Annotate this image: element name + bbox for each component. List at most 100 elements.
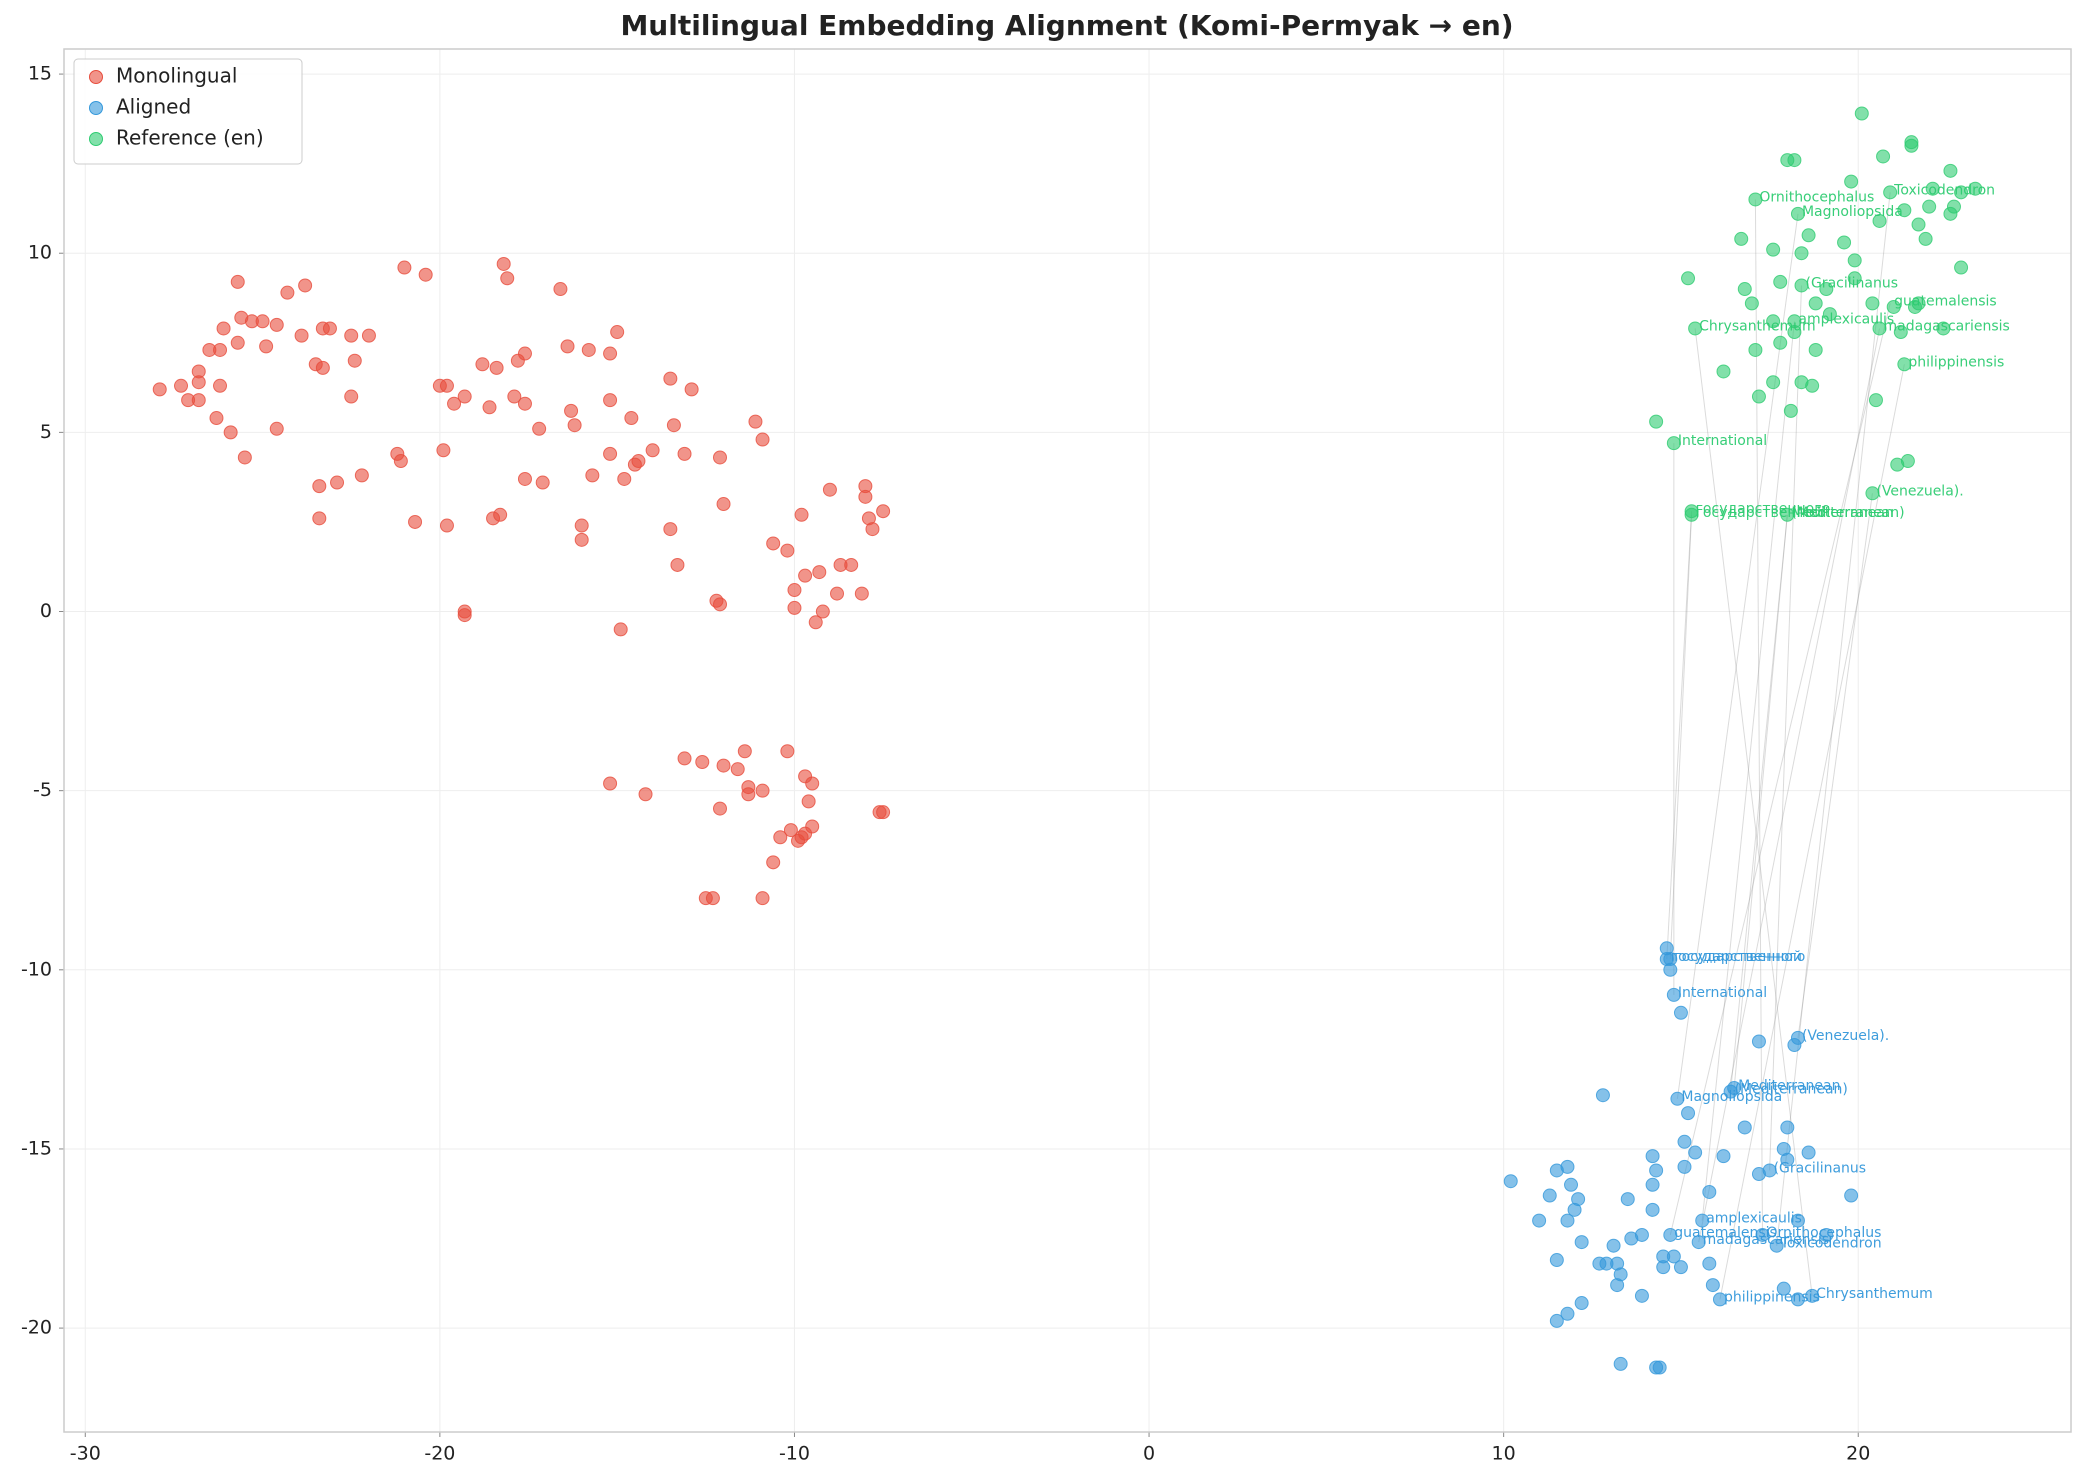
point [1844, 174, 1859, 189]
point [1702, 1256, 1717, 1271]
point [1574, 1296, 1589, 1311]
point [1936, 321, 1951, 336]
legend-box [73, 58, 303, 165]
point [269, 317, 284, 332]
point [361, 328, 376, 343]
annotation: (Mediterranean) [1791, 505, 1904, 521]
point [1790, 1213, 1805, 1228]
point [397, 260, 412, 275]
alignment-link [1797, 493, 1873, 1038]
point [1790, 206, 1805, 221]
point [858, 489, 873, 504]
point [298, 278, 313, 293]
point [666, 418, 681, 433]
point [603, 446, 618, 461]
y-tick-label: -20 [21, 1317, 52, 1339]
point [1645, 1202, 1660, 1217]
point [574, 532, 589, 547]
point [624, 411, 639, 426]
point [1865, 296, 1880, 311]
annotation: (Venezuela). [1876, 483, 1963, 499]
point [1666, 436, 1681, 451]
point [787, 600, 802, 615]
point [347, 353, 362, 368]
point [1943, 163, 1958, 178]
point [1684, 507, 1699, 522]
point [1666, 987, 1681, 1002]
point [1780, 1152, 1795, 1167]
point [1695, 1213, 1710, 1228]
point [1787, 1038, 1802, 1053]
point [670, 557, 685, 572]
point [603, 393, 618, 408]
point [712, 450, 727, 465]
point [1883, 185, 1898, 200]
alignment-link [1719, 364, 1905, 1300]
annotation: Chrysanthemum [1816, 1286, 1933, 1302]
point [617, 471, 632, 486]
point [1549, 1163, 1564, 1178]
point [1925, 181, 1940, 196]
point [1787, 153, 1802, 168]
chart-title: Multilingual Embedding Alignment (Komi-P… [620, 9, 1513, 42]
point [876, 504, 891, 519]
x-tick-label: -30 [70, 1443, 101, 1465]
annotation: International [1678, 433, 1767, 449]
point [844, 557, 859, 572]
y-tick-label: -5 [33, 779, 52, 801]
point [705, 891, 720, 906]
point [1872, 213, 1887, 228]
point [755, 783, 770, 798]
point [174, 378, 189, 393]
point [439, 518, 454, 533]
point [684, 382, 699, 397]
point [830, 586, 845, 601]
point [1847, 271, 1862, 286]
point [418, 267, 433, 282]
annotation: государственной [1674, 949, 1802, 965]
point [1574, 1235, 1589, 1250]
point [1766, 375, 1781, 390]
point [854, 586, 869, 601]
point [475, 357, 490, 372]
point [354, 468, 369, 483]
point [1702, 1184, 1717, 1199]
point [517, 471, 532, 486]
point [1954, 185, 1969, 200]
point [1677, 1159, 1692, 1174]
point [1549, 1253, 1564, 1268]
point [393, 454, 408, 469]
point [1688, 321, 1703, 336]
alignment-link [1754, 199, 1764, 1235]
annotation: Toxicodendron [1893, 182, 1995, 198]
point [1645, 1177, 1660, 1192]
point [755, 891, 770, 906]
point [1780, 1120, 1795, 1135]
annotation: amplexicaulis [1798, 311, 1894, 327]
point [1943, 206, 1958, 221]
annotation: Magnoliopsida [1802, 204, 1903, 220]
point [1773, 335, 1788, 350]
point [213, 378, 228, 393]
point [1723, 1084, 1738, 1099]
legend-marker [89, 132, 103, 146]
point [1954, 260, 1969, 275]
point [783, 823, 798, 838]
point [532, 421, 547, 436]
point [500, 271, 515, 286]
point [312, 479, 327, 494]
point [1734, 231, 1749, 246]
point [1783, 403, 1798, 418]
annotation: Toxicodendron [1780, 1236, 1882, 1252]
y-tick-label: 5 [40, 421, 52, 443]
point [1705, 1278, 1720, 1293]
annotation: государственного [1696, 501, 1831, 517]
point [1624, 1231, 1639, 1246]
point [812, 565, 827, 580]
point [663, 522, 678, 537]
point [1780, 507, 1795, 522]
point [457, 389, 472, 404]
legend-label: Aligned [116, 95, 191, 119]
x-tick-label: -20 [424, 1443, 455, 1465]
